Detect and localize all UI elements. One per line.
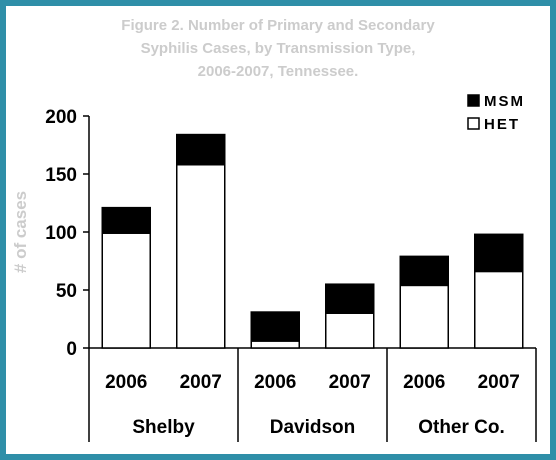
y-tick-label: 50 <box>56 281 77 302</box>
bar-het <box>474 270 524 349</box>
bar-msm <box>250 311 300 342</box>
x-tick-label: 2007 <box>478 372 520 393</box>
x-tick-label: 2006 <box>403 372 445 393</box>
bar-het <box>325 312 375 349</box>
legend: MSM HET <box>467 93 525 133</box>
chart-title: Figure 2. Number of Primary and Secondar… <box>121 17 435 80</box>
bar-msm <box>325 283 375 314</box>
x-tick-label: 2007 <box>180 372 222 393</box>
bar-het <box>101 232 151 349</box>
x-tick-label: 2006 <box>254 372 296 393</box>
y-tick-label: 200 <box>45 107 77 128</box>
bar-msm <box>176 133 226 166</box>
group-label: Shelby <box>132 417 195 438</box>
legend-swatch-het <box>467 117 480 130</box>
bar-msm <box>474 233 524 273</box>
bar-msm <box>399 255 449 287</box>
group-label: Other Co. <box>418 417 505 438</box>
bar-het <box>176 163 226 349</box>
y-axis-label: # of cases <box>11 191 30 273</box>
chart-title-line-1: Figure 2. Number of Primary and Secondar… <box>121 17 435 34</box>
y-tick-label: 0 <box>66 339 77 360</box>
y-tick-label: 100 <box>45 223 77 244</box>
y-tick-label: 150 <box>45 165 77 186</box>
x-tick-label: 2007 <box>329 372 371 393</box>
legend-swatch-msm <box>467 94 480 107</box>
bar-msm <box>101 206 151 234</box>
chart-title-line-3: 2006-2007, Tennessee. <box>198 63 359 80</box>
legend-label-het: HET <box>484 116 520 133</box>
chart-title-line-2: Syphilis Cases, by Transmission Type, <box>141 40 416 57</box>
axes: 0 50 100 150 200 Shelby Davidson Other Co. 2006 2… <box>45 107 537 442</box>
bar-het <box>250 340 300 349</box>
x-tick-label: 2006 <box>105 372 147 393</box>
bars <box>101 133 524 349</box>
legend-label-msm: MSM <box>484 93 525 110</box>
bar-het <box>399 284 449 349</box>
group-label: Davidson <box>270 417 356 438</box>
